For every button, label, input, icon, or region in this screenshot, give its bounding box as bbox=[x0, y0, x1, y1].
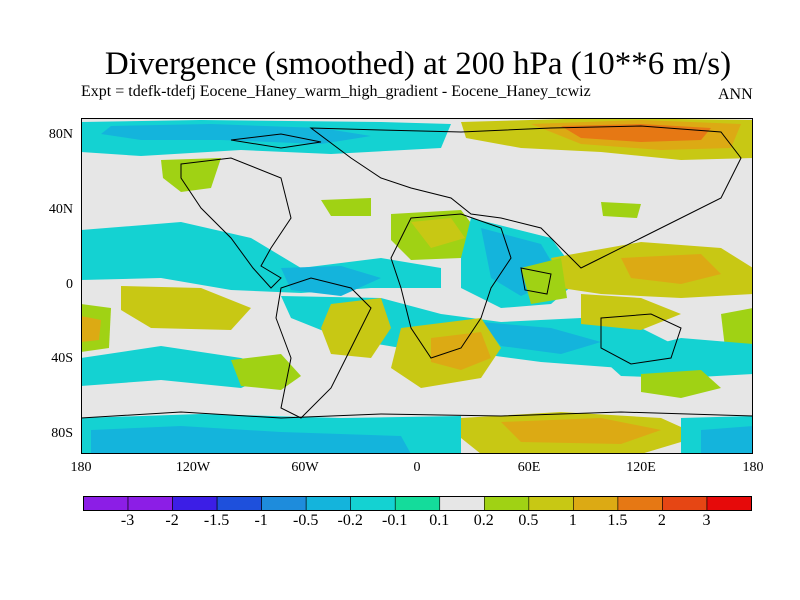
lon-label-180e: 180 bbox=[742, 460, 764, 475]
lon-label-0: 0 bbox=[413, 460, 421, 475]
contour-atlantic-core bbox=[481, 322, 601, 354]
colorbar-cell bbox=[617, 496, 663, 511]
colorbar-cell bbox=[706, 496, 752, 511]
colorbar-label: 1 bbox=[568, 512, 577, 529]
colorbar-cell bbox=[350, 496, 396, 511]
contour-asia-orange bbox=[621, 254, 721, 284]
coastlines bbox=[81, 125, 753, 419]
contour-southafrica-orange bbox=[431, 332, 491, 370]
map-frame bbox=[81, 118, 753, 454]
contour-east-green bbox=[721, 308, 753, 350]
colorbar-cell bbox=[261, 496, 307, 511]
colorbar-label: -0.1 bbox=[382, 512, 408, 529]
contour-tropic-north-core bbox=[281, 266, 381, 296]
contour-westpac-green bbox=[521, 258, 567, 304]
lat-label-40n: 40N bbox=[48, 202, 73, 217]
lat-label-80s: 80S bbox=[51, 426, 73, 441]
lon-label-180w: 180 bbox=[70, 460, 92, 475]
contour-south-pacific-yellow bbox=[121, 286, 251, 330]
colorbar-cell bbox=[83, 496, 129, 511]
colorbar-label: -0.2 bbox=[337, 512, 363, 529]
plot-title: Divergence (smoothed) at 200 hPa (10**6 … bbox=[104, 46, 732, 82]
lon-label-120w: 120W bbox=[175, 460, 211, 475]
contour-ep-green bbox=[601, 202, 641, 218]
contour-sa-yellow bbox=[321, 298, 391, 358]
colorbar-label: -0.5 bbox=[292, 512, 319, 529]
colorbar-cell bbox=[127, 496, 173, 511]
colorbar-label: -1 bbox=[254, 512, 268, 529]
contour-africa-yellow bbox=[411, 218, 465, 248]
contour-southern-ocean-east-green bbox=[641, 370, 721, 398]
colorbar-label: 2 bbox=[657, 512, 666, 529]
lon-label-60e: 60E bbox=[517, 460, 541, 475]
colorbar-cell bbox=[573, 496, 619, 511]
divergence-map bbox=[81, 118, 753, 454]
season-label: ANN bbox=[718, 86, 753, 103]
contour-antarctic-core bbox=[91, 426, 411, 454]
colorbar-label: 3 bbox=[702, 512, 711, 529]
colorbar-cell bbox=[439, 496, 485, 511]
lat-label-40s: 40S bbox=[51, 351, 73, 366]
colorbar-label: 0.1 bbox=[429, 512, 450, 529]
lat-label-80n: 80N bbox=[48, 127, 73, 142]
colorbar-cell bbox=[216, 496, 262, 511]
lon-label-120e: 120E bbox=[626, 460, 656, 475]
colorbar-cell bbox=[528, 496, 574, 511]
colorbar-label: -3 bbox=[120, 512, 135, 529]
contour-indian-south-yellow bbox=[581, 294, 681, 330]
colorbar-label: 1.5 bbox=[607, 512, 628, 529]
contour-west-orange bbox=[81, 316, 101, 342]
contour-antarctic-positive-core bbox=[501, 418, 661, 444]
colorbar-cell bbox=[172, 496, 218, 511]
contour-na-green bbox=[321, 198, 371, 216]
contour-south-mid-negative bbox=[81, 346, 281, 388]
experiment-subtitle: Expt = tdefk-tdefj Eocene_Haney_warm_hig… bbox=[81, 83, 591, 100]
contour-southern-ocean-green bbox=[231, 354, 301, 390]
lat-label-0: 0 bbox=[66, 277, 73, 292]
contour-southeast-negative bbox=[601, 338, 753, 378]
colorbar-label: 0.5 bbox=[518, 512, 539, 529]
colorbar-cell bbox=[662, 496, 708, 511]
colorbar-label: -2 bbox=[165, 512, 179, 529]
contour-antarctic-east-core bbox=[701, 426, 753, 454]
lon-label-60w: 60W bbox=[291, 460, 319, 475]
colorbar bbox=[83, 496, 752, 511]
colorbar-cell bbox=[483, 496, 530, 511]
colorbar-cell bbox=[305, 496, 351, 511]
colorbar-cell bbox=[394, 496, 441, 511]
colorbar-label: 0.2 bbox=[473, 512, 494, 529]
colorbar-label: -1.5 bbox=[203, 512, 230, 529]
contour-nh-green bbox=[161, 158, 221, 192]
